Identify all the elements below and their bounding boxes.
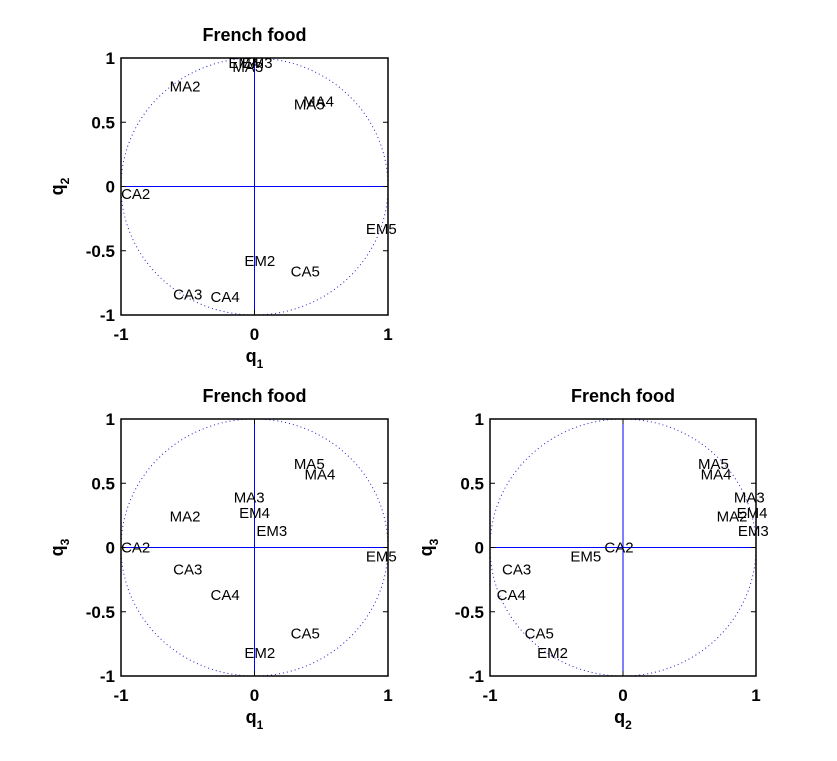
y-tick-label: 0.5 [460, 474, 484, 493]
point-label-ca2: CA2 [604, 540, 633, 557]
point-label-ca4: CA4 [497, 587, 526, 604]
point-label-ma5: MA5 [294, 456, 325, 473]
point-label-em4: EM4 [737, 505, 768, 522]
y-tick-label: 1 [106, 49, 115, 68]
x-tick-label: 1 [383, 325, 392, 344]
x-tick-label: -1 [113, 686, 128, 705]
y-tick-label: 1 [475, 410, 484, 429]
point-label-ma4: MA4 [701, 466, 732, 483]
point-label-ma3: MA3 [734, 489, 765, 506]
point-label-ca2: CA2 [121, 540, 150, 557]
x-axis-label: q2 [614, 707, 632, 732]
point-label-em2: EM2 [244, 253, 275, 270]
y-axis-label-base: q [47, 545, 67, 556]
point-label-em5: EM5 [366, 221, 397, 238]
point-label-ma2: MA2 [717, 509, 748, 526]
point-label-em2: EM2 [537, 645, 568, 662]
point-label-ca4: CA4 [211, 587, 240, 604]
point-label-ma5: MA5 [294, 96, 325, 113]
point-label-ma2: MA2 [170, 509, 201, 526]
x-tick-label: 0 [618, 686, 627, 705]
point-label-em4: EM4 [228, 55, 259, 72]
y-axis-label-subscript: 2 [58, 177, 72, 184]
point-label-ca3: CA3 [173, 286, 202, 303]
point-label-em5: EM5 [570, 548, 601, 565]
point-label-ca4: CA4 [211, 289, 240, 306]
x-axis-label: q1 [246, 346, 264, 371]
point-label-ma4: MA4 [304, 466, 335, 483]
y-tick-label: 0.5 [91, 474, 115, 493]
x-tick-label: 1 [383, 686, 392, 705]
chart-title: French food [571, 386, 675, 406]
point-label-em2: EM2 [244, 645, 275, 662]
y-tick-label: -0.5 [86, 603, 115, 622]
point-label-em3: EM3 [256, 523, 287, 540]
x-tick-label: 0 [250, 686, 259, 705]
point-label-ma3: MA3 [234, 489, 265, 506]
y-tick-label: -1 [100, 667, 115, 686]
y-axis-label-subscript: 3 [427, 538, 441, 545]
x-tick-label: 0 [250, 325, 259, 344]
point-label-ca3: CA3 [173, 561, 202, 578]
y-axis-label: q3 [47, 538, 72, 556]
y-tick-label: 0 [475, 539, 484, 558]
y-axis-label: q3 [416, 538, 441, 556]
x-axis-label-base: q [614, 707, 625, 727]
point-label-ma5: MA5 [698, 456, 729, 473]
point-label-em3: EM3 [738, 523, 769, 540]
point-label-ca5: CA5 [525, 626, 554, 643]
point-label-ca5: CA5 [291, 263, 320, 280]
point-label-em3: EM3 [242, 55, 273, 72]
x-axis-label-subscript: 1 [257, 357, 264, 371]
point-label-ca2: CA2 [121, 186, 150, 203]
point-label-ma4: MA4 [303, 94, 334, 111]
y-axis-label-base: q [416, 545, 436, 556]
x-axis-label-base: q [246, 346, 257, 366]
x-axis-label-subscript: 2 [625, 718, 632, 732]
y-axis-label-base: q [47, 184, 67, 195]
x-axis-label-subscript: 1 [257, 718, 264, 732]
y-tick-label: -1 [100, 306, 115, 325]
y-tick-label: 0 [106, 539, 115, 558]
point-label-em4: EM4 [239, 505, 270, 522]
chart-title: French food [203, 386, 307, 406]
point-label-ma3: MA3 [232, 59, 263, 76]
x-axis-label: q1 [246, 707, 264, 732]
point-label-ca5: CA5 [291, 626, 320, 643]
y-tick-label: -0.5 [455, 603, 484, 622]
y-tick-label: 0.5 [91, 113, 115, 132]
y-tick-label: 1 [106, 410, 115, 429]
point-label-ca3: CA3 [502, 561, 531, 578]
y-axis-label: q2 [47, 177, 72, 195]
point-label-em5: EM5 [366, 548, 397, 565]
y-axis-label-subscript: 3 [58, 538, 72, 545]
y-tick-label: -1 [469, 667, 484, 686]
y-tick-label: -0.5 [86, 242, 115, 261]
x-tick-label: -1 [113, 325, 128, 344]
x-tick-label: -1 [482, 686, 497, 705]
x-tick-label: 1 [751, 686, 760, 705]
x-axis-label-base: q [246, 707, 257, 727]
chart-title: French food [203, 25, 307, 45]
point-label-ma2: MA2 [170, 78, 201, 95]
y-tick-label: 0 [106, 178, 115, 197]
